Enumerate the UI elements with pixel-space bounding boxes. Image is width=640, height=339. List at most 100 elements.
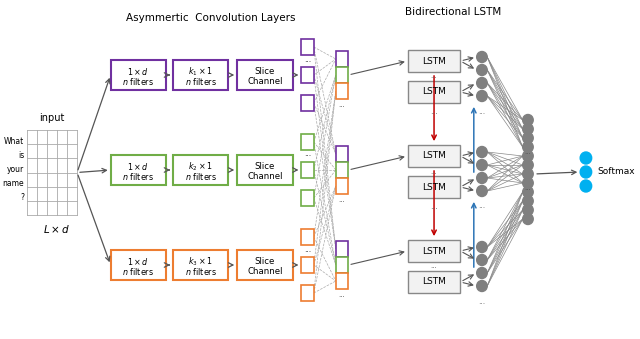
Text: ...: ...: [304, 55, 311, 63]
Bar: [336, 51, 348, 67]
Bar: [301, 39, 314, 55]
Text: Asymmertic  Convolution Layers: Asymmertic Convolution Layers: [127, 13, 296, 23]
Bar: [336, 67, 348, 83]
Bar: [237, 155, 292, 185]
Bar: [301, 190, 314, 206]
Text: $n$ filters: $n$ filters: [122, 76, 154, 87]
Bar: [301, 67, 314, 83]
Text: ...: ...: [525, 148, 531, 155]
Text: LSTM: LSTM: [422, 152, 446, 160]
Bar: [408, 145, 460, 167]
Circle shape: [477, 280, 487, 292]
Circle shape: [523, 196, 533, 206]
Bar: [336, 83, 348, 99]
Text: $n$ filters: $n$ filters: [185, 266, 217, 277]
Circle shape: [477, 52, 487, 62]
Bar: [336, 178, 348, 194]
Text: LSTM: LSTM: [422, 246, 446, 256]
Text: $1\times d$: $1\times d$: [127, 66, 149, 77]
Bar: [301, 257, 314, 273]
Text: $1\times d$: $1\times d$: [127, 161, 149, 172]
Circle shape: [477, 185, 487, 197]
Bar: [336, 273, 348, 289]
Bar: [336, 257, 348, 273]
Bar: [301, 229, 314, 245]
Circle shape: [580, 180, 591, 192]
Text: ...: ...: [478, 106, 486, 116]
Bar: [336, 146, 348, 162]
Bar: [336, 162, 348, 178]
Text: ...: ...: [430, 107, 438, 116]
Text: ...: ...: [304, 244, 311, 254]
Bar: [301, 134, 314, 150]
Text: Channel: Channel: [247, 77, 283, 86]
Text: $k_3\times 1$: $k_3\times 1$: [188, 255, 213, 268]
Text: ...: ...: [431, 168, 437, 175]
Circle shape: [477, 64, 487, 76]
Circle shape: [477, 146, 487, 158]
Text: $k_1\times 1$: $k_1\times 1$: [188, 65, 213, 78]
Text: ...: ...: [431, 74, 437, 80]
Text: ...: ...: [304, 149, 311, 159]
Text: name: name: [3, 179, 24, 188]
Text: LSTM: LSTM: [422, 87, 446, 97]
Circle shape: [477, 78, 487, 88]
Circle shape: [477, 91, 487, 101]
Circle shape: [477, 173, 487, 183]
Circle shape: [523, 141, 533, 153]
Circle shape: [523, 133, 533, 143]
Bar: [237, 250, 292, 280]
Bar: [301, 285, 314, 301]
Text: Softmax: Softmax: [597, 167, 635, 177]
Text: $L\times d$: $L\times d$: [44, 223, 70, 235]
Circle shape: [477, 241, 487, 253]
Text: $n$ filters: $n$ filters: [122, 266, 154, 277]
Circle shape: [477, 160, 487, 171]
Text: Slice: Slice: [255, 67, 275, 76]
Circle shape: [523, 151, 533, 161]
Text: LSTM: LSTM: [422, 57, 446, 65]
Circle shape: [477, 267, 487, 279]
Circle shape: [477, 255, 487, 265]
Text: What: What: [4, 137, 24, 145]
Bar: [408, 240, 460, 262]
Circle shape: [523, 123, 533, 135]
Text: ?: ?: [20, 193, 24, 202]
Circle shape: [523, 204, 533, 216]
Text: $n$ filters: $n$ filters: [185, 76, 217, 87]
Bar: [173, 250, 228, 280]
Text: Channel: Channel: [247, 172, 283, 181]
Text: $n$ filters: $n$ filters: [185, 171, 217, 182]
Text: ...: ...: [430, 202, 438, 211]
Text: ...: ...: [339, 292, 346, 298]
Circle shape: [523, 186, 533, 198]
Text: input: input: [40, 113, 65, 123]
Bar: [408, 50, 460, 72]
Circle shape: [523, 178, 533, 188]
Circle shape: [523, 214, 533, 224]
Circle shape: [523, 160, 533, 171]
Circle shape: [580, 152, 591, 164]
Text: ...: ...: [339, 197, 346, 203]
Circle shape: [523, 168, 533, 179]
Bar: [111, 60, 166, 90]
Circle shape: [523, 115, 533, 125]
Bar: [301, 95, 314, 111]
Text: $1\times d$: $1\times d$: [127, 256, 149, 267]
Text: ...: ...: [478, 201, 486, 211]
Text: is: is: [18, 151, 24, 160]
Bar: [111, 155, 166, 185]
Bar: [173, 60, 228, 90]
Bar: [408, 176, 460, 198]
Text: your: your: [7, 165, 24, 174]
Text: Slice: Slice: [255, 162, 275, 171]
Text: ...: ...: [431, 263, 437, 270]
Text: $n$ filters: $n$ filters: [122, 171, 154, 182]
Bar: [111, 250, 166, 280]
Text: ...: ...: [339, 102, 346, 108]
Bar: [408, 81, 460, 103]
Bar: [237, 60, 292, 90]
Bar: [173, 155, 228, 185]
Text: ...: ...: [478, 297, 486, 305]
Text: Bidirectional LSTM: Bidirectional LSTM: [404, 7, 501, 17]
